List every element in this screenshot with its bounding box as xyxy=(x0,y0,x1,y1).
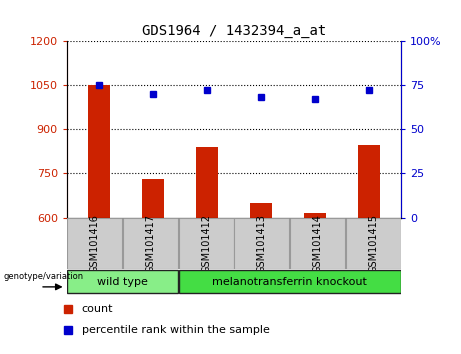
Bar xyxy=(358,145,379,218)
Text: GSM101415: GSM101415 xyxy=(368,214,378,273)
Text: genotype/variation: genotype/variation xyxy=(3,272,83,281)
Text: count: count xyxy=(82,304,113,314)
Bar xyxy=(234,218,290,269)
Text: melanotransferrin knockout: melanotransferrin knockout xyxy=(212,277,367,287)
Bar xyxy=(123,218,178,269)
Bar xyxy=(89,85,110,218)
Text: GSM101417: GSM101417 xyxy=(145,214,155,273)
Text: percentile rank within the sample: percentile rank within the sample xyxy=(82,325,270,335)
Bar xyxy=(178,218,234,269)
Bar xyxy=(67,218,122,269)
Text: GSM101416: GSM101416 xyxy=(90,214,100,273)
Bar xyxy=(67,270,178,293)
Bar xyxy=(290,218,345,269)
Bar xyxy=(304,213,325,218)
Title: GDS1964 / 1432394_a_at: GDS1964 / 1432394_a_at xyxy=(142,24,326,38)
Text: wild type: wild type xyxy=(97,277,148,287)
Bar xyxy=(196,147,218,218)
Bar xyxy=(178,270,401,293)
Text: GSM101412: GSM101412 xyxy=(201,214,211,273)
Text: GSM101413: GSM101413 xyxy=(257,214,267,273)
Bar xyxy=(142,179,164,218)
Bar xyxy=(250,203,272,218)
Text: GSM101414: GSM101414 xyxy=(313,214,323,273)
Bar xyxy=(346,218,401,269)
